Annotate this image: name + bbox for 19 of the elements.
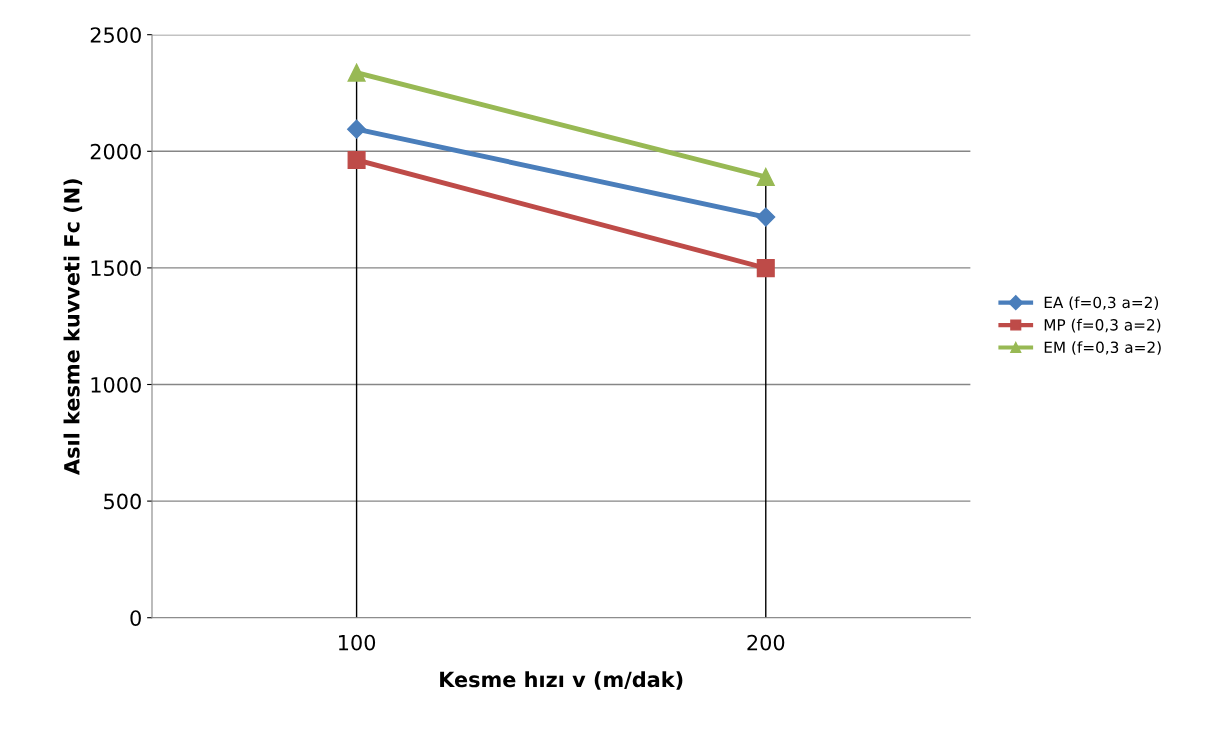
legend-label: EM (f=0,3 a=2): [1044, 341, 1161, 355]
legend-label: EA (f=0,3 a=2): [1044, 296, 1159, 310]
point: [756, 167, 775, 186]
point: [347, 150, 366, 169]
y-tick-label: 1500: [91, 260, 141, 277]
point: [756, 207, 776, 227]
y-tick-label: 1000: [91, 376, 141, 393]
x-tick-label: 100: [339, 634, 376, 651]
y-tick-label: 500: [104, 493, 141, 510]
y-tick-label: 0: [130, 610, 141, 626]
y-axis-title: Asıl kesme kuvveti Fc (N): [63, 179, 83, 475]
y-tick-label: 2500: [90, 27, 141, 43]
x-tick-label: 200: [747, 634, 785, 651]
point: [347, 63, 366, 82]
legend-label: MP (f=0,3 a=2): [1044, 318, 1161, 333]
point: [347, 119, 367, 139]
y-tick-label: 2000: [90, 143, 141, 160]
point: [756, 259, 775, 278]
x-axis-title: Kesme hızı v (m/dak): [440, 671, 683, 690]
